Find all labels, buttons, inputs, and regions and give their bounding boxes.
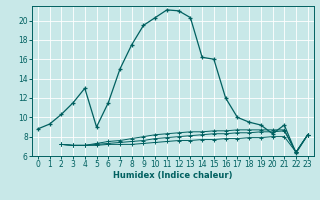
X-axis label: Humidex (Indice chaleur): Humidex (Indice chaleur) [113, 171, 233, 180]
